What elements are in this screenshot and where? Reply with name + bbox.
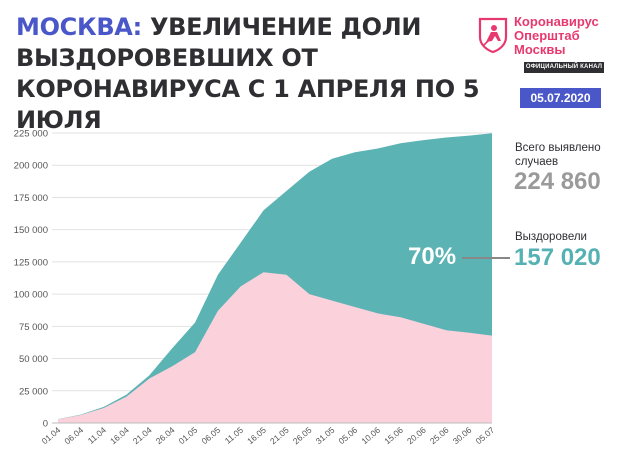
x-tick-label: 26.04 xyxy=(154,425,177,447)
total-value: 224 860 xyxy=(514,168,601,195)
brand-block: Коронавирус Оперштаб Москвы ОФИЦИАЛЬНЫЙ … xyxy=(478,15,618,75)
x-tick-label: 05.07 xyxy=(474,425,497,447)
y-tick-label: 225 000 xyxy=(14,129,48,140)
total-label-line-2: случаев xyxy=(515,156,559,168)
x-tick-label: 16.04 xyxy=(108,425,131,447)
y-tick-label: 200 000 xyxy=(14,161,48,172)
brand-line-1: Коронавирус xyxy=(514,14,599,29)
y-tick-label: 50 000 xyxy=(19,354,48,365)
x-tick-label: 11.05 xyxy=(223,425,245,446)
moscow-coat-of-arms-icon xyxy=(478,17,508,53)
x-tick-label: 10.06 xyxy=(359,425,382,447)
y-tick-label: 25 000 xyxy=(19,386,48,397)
x-tick-label: 21.04 xyxy=(131,425,154,447)
x-tick-label: 20.06 xyxy=(405,425,428,447)
x-tick-label: 06.05 xyxy=(199,425,222,447)
recovered-value: 157 020 xyxy=(514,244,601,271)
y-tick-label: 150 000 xyxy=(14,225,48,236)
date-badge: 05.07.2020 xyxy=(520,88,601,108)
total-label: Всего выявлено случаев xyxy=(515,141,601,169)
x-tick-label: 21.05 xyxy=(268,425,291,447)
x-tick-label: 25.06 xyxy=(428,425,451,447)
callout-line xyxy=(462,257,510,259)
x-tick-label: 31.05 xyxy=(314,425,337,447)
x-tick-label: 26.05 xyxy=(291,425,314,447)
title-text: УВЕЛИЧЕНИЕ ДОЛИ ВЫЗДОРОВЕВШИХ ОТ КОРОНАВ… xyxy=(16,13,480,134)
y-tick-label: 75 000 xyxy=(19,322,48,333)
x-tick-label: 11.04 xyxy=(86,425,108,446)
total-label-line-1: Всего выявлено xyxy=(515,142,601,154)
brand-line-3: Москвы xyxy=(514,42,566,57)
active-area xyxy=(58,272,492,423)
x-tick-label: 01.05 xyxy=(177,425,200,447)
x-tick-label: 16.05 xyxy=(245,425,268,447)
x-tick-label: 05.06 xyxy=(337,425,360,447)
recovered-share: 70% xyxy=(408,243,457,270)
x-tick-label: 15.06 xyxy=(382,425,405,447)
official-channel-badge: ОФИЦИАЛЬНЫЙ КАНАЛ xyxy=(524,62,604,73)
x-tick-label: 30.06 xyxy=(451,425,474,447)
brand-line-2: Оперштаб xyxy=(514,28,580,43)
recovered-label: Выздоровели xyxy=(515,231,587,243)
area-chart: 0 25 000 50 000 75 000 100 000 125 000 150 000… xyxy=(14,129,497,447)
y-tick-label: 125 000 xyxy=(14,257,48,268)
x-tick-label: 06.04 xyxy=(62,425,85,447)
y-tick-label: 100 000 xyxy=(14,290,48,301)
page-title: МОСКВА: УВЕЛИЧЕНИЕ ДОЛИ ВЫЗДОРОВЕВШИХ ОТ… xyxy=(16,12,486,136)
y-tick-label: 0 xyxy=(43,419,48,430)
y-tick-label: 175 000 xyxy=(14,193,48,204)
brand-name: Коронавирус Оперштаб Москвы xyxy=(514,15,620,57)
title-city: МОСКВА: xyxy=(16,13,142,41)
